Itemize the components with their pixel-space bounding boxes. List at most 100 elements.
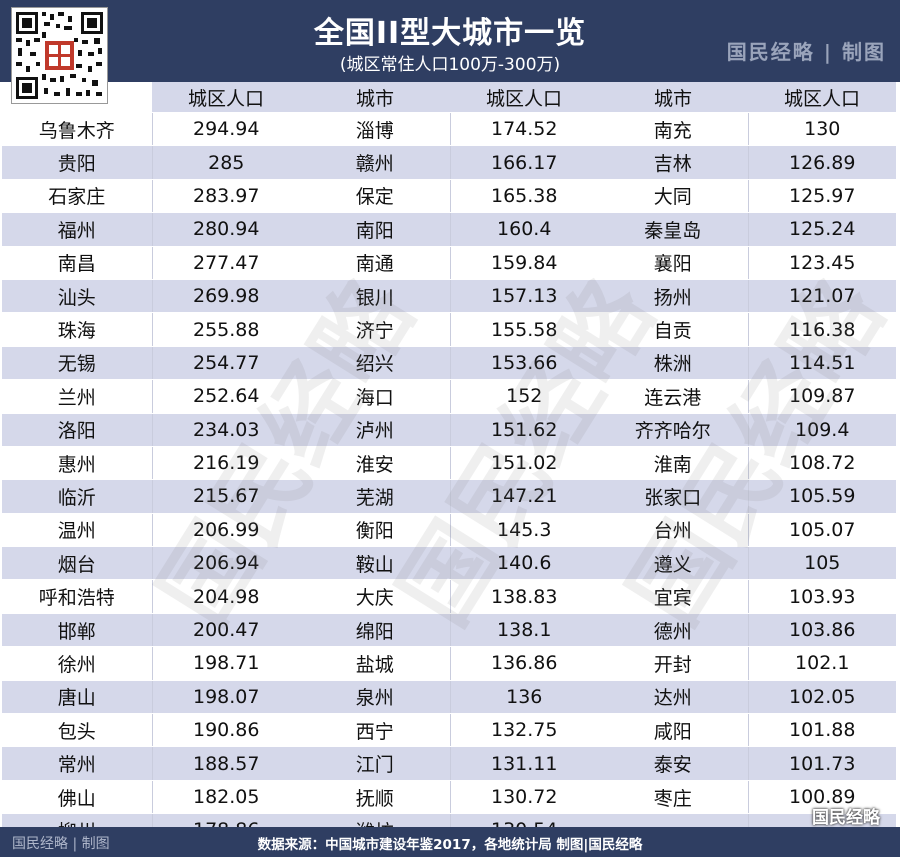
population-cell: 105.07: [748, 513, 896, 548]
population-cell: 123.45: [748, 246, 896, 280]
population-cell: 147.21: [450, 479, 598, 514]
population-cell: 101.88: [748, 713, 896, 748]
population-cell: 255.88: [152, 312, 300, 347]
city-cell: 泸州: [300, 413, 451, 447]
population-cell: 165.38: [450, 179, 598, 214]
city-cell: 珠海: [2, 312, 153, 347]
population-cell: 157.13: [450, 279, 598, 314]
qr-code-icon[interactable]: [11, 7, 108, 104]
population-cell: 198.07: [152, 680, 300, 715]
population-cell: 109.4: [748, 413, 896, 447]
header-cell: 城区人口: [748, 82, 896, 113]
city-cell: 石家庄: [2, 179, 153, 214]
table-row: 唐山 198.07 泉州 136 达州 102.05: [2, 680, 896, 715]
city-cell: 临沂: [2, 479, 153, 514]
population-cell: 130.72: [450, 780, 598, 815]
header-brand: 国民经略 | 制图: [726, 40, 886, 64]
city-cell: 抚顺: [300, 780, 451, 815]
city-cell: 大同: [598, 179, 749, 214]
population-cell: 152: [450, 379, 598, 414]
population-cell: 108.72: [748, 446, 896, 481]
city-cell: 淮南: [598, 446, 749, 481]
city-cell: 佛山: [2, 780, 153, 815]
header-cell: 城市: [300, 82, 450, 113]
city-cell: 芜湖: [300, 479, 451, 514]
population-cell: 280.94: [152, 212, 300, 247]
city-cell: 保定: [300, 179, 451, 214]
city-cell: 呼和浩特: [2, 579, 153, 614]
population-cell: 105: [748, 546, 896, 581]
city-cell: 绍兴: [300, 346, 451, 381]
footer-brand: 国民经略 | 制图: [12, 836, 110, 852]
city-cell: 宜宾: [598, 579, 749, 614]
population-cell: 136: [450, 680, 598, 715]
population-cell: 206.99: [152, 513, 300, 548]
population-cell: 190.86: [152, 713, 300, 748]
population-cell: 254.77: [152, 346, 300, 381]
city-cell: 赣州: [300, 145, 451, 180]
city-cell: 银川: [300, 279, 451, 314]
population-cell: 215.67: [152, 479, 300, 514]
population-cell: 121.07: [748, 279, 896, 314]
population-cell: 151.02: [450, 446, 598, 481]
table-row: 汕头 269.98 银川 157.13 扬州 121.07: [2, 279, 896, 314]
city-cell: 徐州: [2, 646, 153, 681]
table-row: 临沂 215.67 芜湖 147.21 张家口 105.59: [2, 479, 896, 514]
population-cell: 174.52: [450, 112, 598, 147]
table-row: 常州 188.57 江门 131.11 泰安 101.73: [2, 746, 896, 781]
city-cell: 贵阳: [2, 145, 153, 180]
city-cell: 南通: [300, 246, 451, 280]
city-cell: 邯郸: [2, 613, 153, 648]
population-cell: 166.17: [450, 145, 598, 180]
city-cell: 开封: [598, 646, 749, 681]
table-row: 乌鲁木齐 294.94 淄博 174.52 南充 130: [2, 112, 896, 147]
city-cell: 台州: [598, 513, 749, 548]
table-header-row: 城区人口 城市 城区人口 城市 城区人口: [2, 82, 896, 113]
table-row: 徐州 198.71 盐城 136.86 开封 102.1: [2, 646, 896, 681]
city-cell: 南充: [598, 112, 749, 147]
city-cell: 温州: [2, 513, 153, 548]
city-cell: 襄阳: [598, 246, 749, 280]
city-cell: 福州: [2, 212, 153, 247]
population-cell: 182.05: [152, 780, 300, 815]
table-row: 南昌 277.47 南通 159.84 襄阳 123.45: [2, 246, 896, 280]
population-cell: 277.47: [152, 246, 300, 280]
population-cell: 105.59: [748, 479, 896, 514]
population-cell: 153.66: [450, 346, 598, 381]
population-cell: 252.64: [152, 379, 300, 414]
city-cell: 江门: [300, 746, 451, 781]
table-row: 无锡 254.77 绍兴 153.66 株洲 114.51: [2, 346, 896, 381]
city-cell: 衡阳: [300, 513, 451, 548]
city-cell: 咸阳: [598, 713, 749, 748]
table-row: 佛山 182.05 抚顺 130.72 枣庄 100.89: [2, 780, 896, 815]
city-cell: 烟台: [2, 546, 153, 581]
header-banner: 全国II型大城市一览 (城区常住人口100万-300万) 国民经略 | 制图: [0, 0, 900, 82]
population-cell: 132.75: [450, 713, 598, 748]
population-cell: 136.86: [450, 646, 598, 681]
city-cell: 兰州: [2, 379, 153, 414]
population-cell: 269.98: [152, 279, 300, 314]
city-cell: 洛阳: [2, 413, 153, 447]
population-cell: 204.98: [152, 579, 300, 614]
population-cell: 109.87: [748, 379, 896, 414]
population-cell: 138.1: [450, 613, 598, 648]
city-cell: 惠州: [2, 446, 153, 481]
population-cell: 216.19: [152, 446, 300, 481]
table-row: 兰州 252.64 海口 152 连云港 109.87: [2, 379, 896, 414]
city-cell: 枣庄: [598, 780, 749, 815]
table-row: 珠海 255.88 济宁 155.58 自贡 116.38: [2, 312, 896, 347]
population-cell: 151.62: [450, 413, 598, 447]
population-cell: 102.1: [748, 646, 896, 681]
header-cell: 城区人口: [152, 82, 300, 113]
population-cell: 140.6: [450, 546, 598, 581]
header-cell: 城市: [598, 82, 748, 113]
population-cell: 100.89: [748, 780, 896, 815]
city-cell: 德州: [598, 613, 749, 648]
population-cell: 198.71: [152, 646, 300, 681]
population-cell: 103.86: [748, 613, 896, 648]
population-cell: 206.94: [152, 546, 300, 581]
population-cell: 160.4: [450, 212, 598, 247]
city-cell: 南阳: [300, 212, 451, 247]
population-cell: 125.97: [748, 179, 896, 214]
table-row: 温州 206.99 衡阳 145.3 台州 105.07: [2, 513, 896, 548]
